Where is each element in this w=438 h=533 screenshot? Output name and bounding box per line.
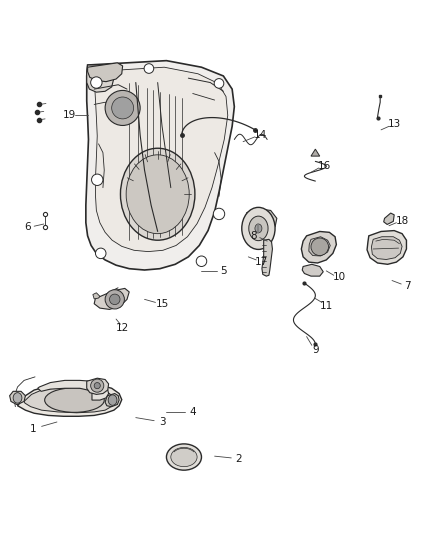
Polygon shape <box>262 239 272 276</box>
Ellipse shape <box>110 294 120 304</box>
Text: 19: 19 <box>63 109 76 119</box>
Text: 15: 15 <box>155 298 169 309</box>
Circle shape <box>95 248 106 259</box>
Polygon shape <box>302 264 323 276</box>
Polygon shape <box>384 213 394 224</box>
Text: 2: 2 <box>235 454 242 464</box>
Ellipse shape <box>91 379 104 392</box>
Text: 14: 14 <box>254 130 267 140</box>
Polygon shape <box>309 237 330 256</box>
Text: 16: 16 <box>318 161 331 171</box>
Ellipse shape <box>94 383 100 389</box>
Text: 17: 17 <box>255 257 268 267</box>
Text: 3: 3 <box>159 417 166 427</box>
Polygon shape <box>371 237 402 260</box>
Ellipse shape <box>112 97 134 119</box>
Text: 18: 18 <box>396 215 409 225</box>
Ellipse shape <box>311 238 328 255</box>
Ellipse shape <box>45 388 104 413</box>
Polygon shape <box>93 293 100 299</box>
Text: 10: 10 <box>333 272 346 282</box>
Polygon shape <box>311 149 320 156</box>
Polygon shape <box>38 381 109 400</box>
Text: 9: 9 <box>312 345 319 355</box>
Circle shape <box>91 77 102 88</box>
Polygon shape <box>86 61 234 270</box>
Ellipse shape <box>249 216 268 241</box>
Circle shape <box>213 208 225 220</box>
Text: 1: 1 <box>29 424 36 433</box>
Text: 12: 12 <box>116 323 129 333</box>
Polygon shape <box>24 387 114 413</box>
Ellipse shape <box>105 91 140 125</box>
Ellipse shape <box>105 290 124 309</box>
Ellipse shape <box>255 224 262 233</box>
Text: 11: 11 <box>320 301 333 311</box>
Polygon shape <box>301 231 336 263</box>
Text: 5: 5 <box>220 266 227 276</box>
Text: 8: 8 <box>251 231 258 241</box>
Polygon shape <box>94 67 228 252</box>
Text: 7: 7 <box>404 281 411 291</box>
Ellipse shape <box>13 393 22 403</box>
Polygon shape <box>88 63 123 82</box>
Polygon shape <box>87 65 114 92</box>
Circle shape <box>214 78 224 88</box>
Circle shape <box>144 64 154 74</box>
Polygon shape <box>94 288 129 310</box>
Polygon shape <box>10 391 25 405</box>
Circle shape <box>196 256 207 266</box>
Text: 4: 4 <box>189 407 196 417</box>
Polygon shape <box>18 384 122 416</box>
Ellipse shape <box>126 155 189 233</box>
Text: 13: 13 <box>388 119 401 129</box>
Ellipse shape <box>242 207 275 249</box>
Ellipse shape <box>108 395 117 405</box>
Polygon shape <box>246 209 277 227</box>
Ellipse shape <box>120 148 195 240</box>
Polygon shape <box>105 393 119 407</box>
Ellipse shape <box>166 444 201 470</box>
Ellipse shape <box>171 447 197 467</box>
Polygon shape <box>87 378 109 394</box>
Circle shape <box>92 174 103 185</box>
Text: 6: 6 <box>24 222 31 232</box>
Polygon shape <box>367 231 406 264</box>
